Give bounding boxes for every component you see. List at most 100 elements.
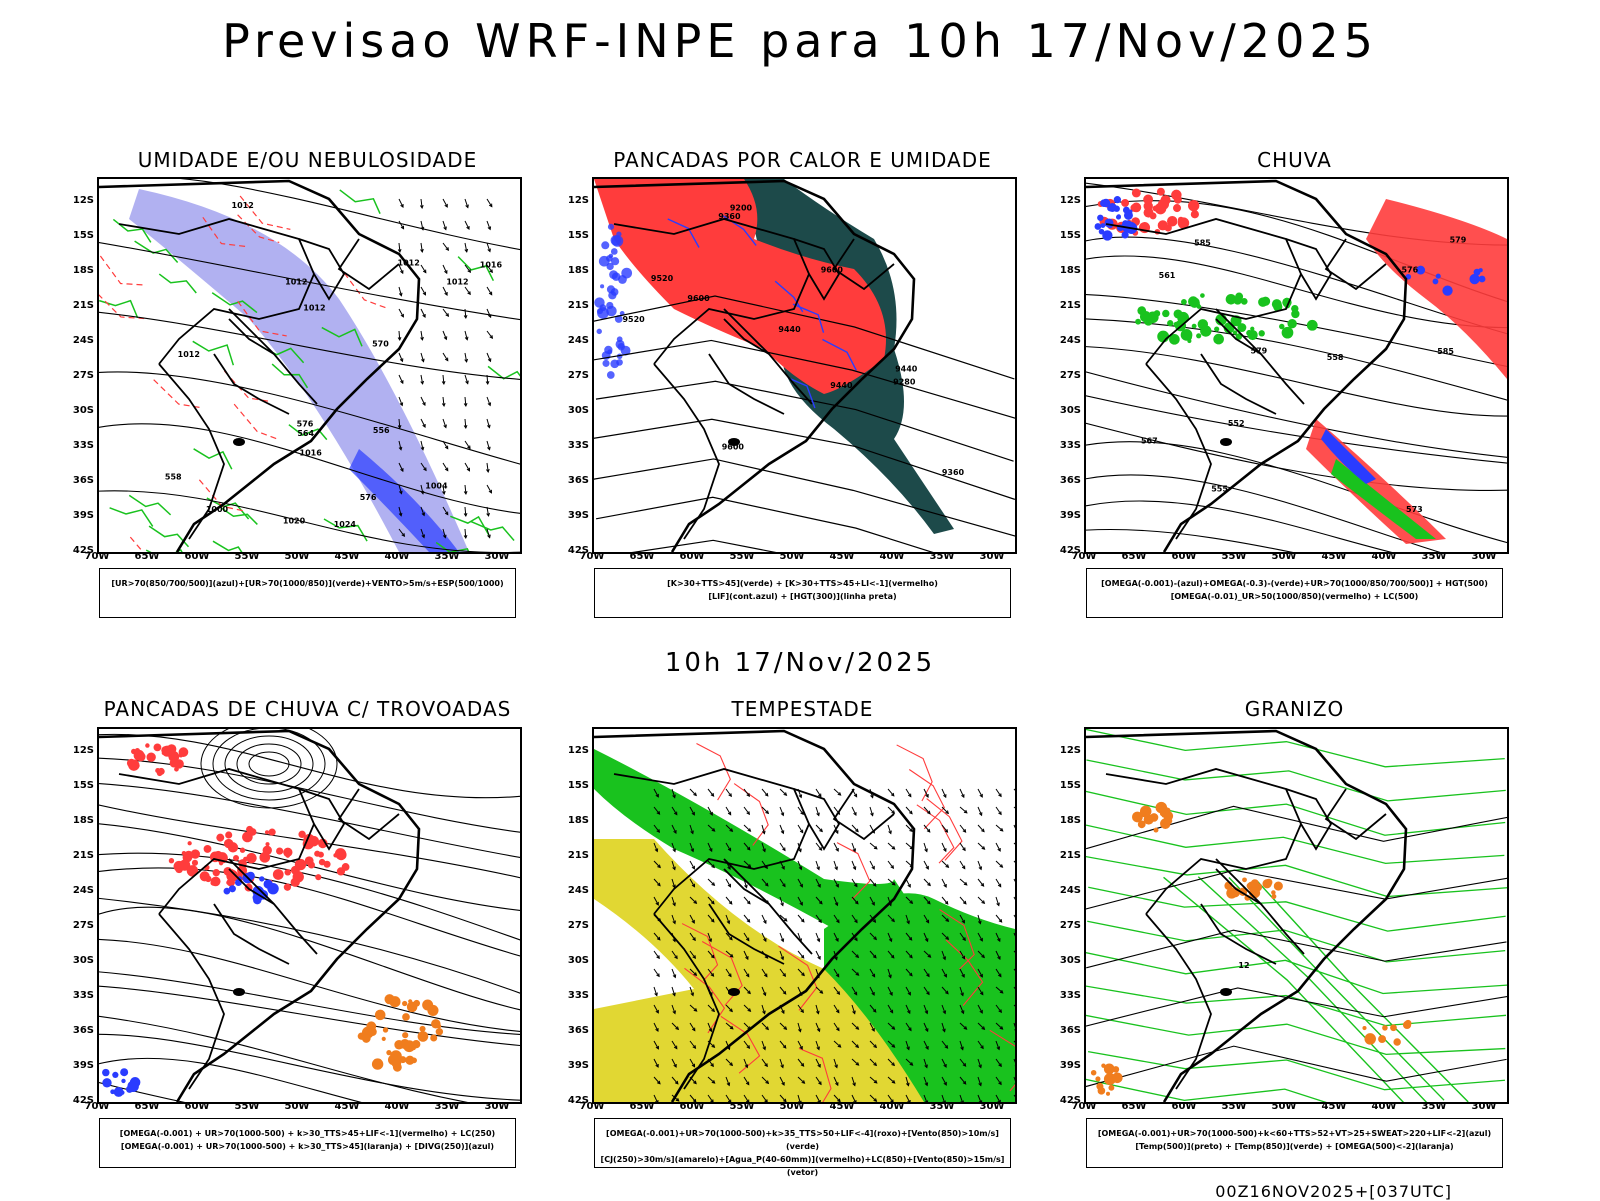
lon-label: 50W (284, 1101, 310, 1112)
lat-label: 18S (72, 265, 94, 276)
lat-label: 12S (72, 745, 94, 756)
legend-line: [OMEGA(-0.01)_UR>50(1000/850)(vermelho) … (1170, 592, 1419, 601)
contour-label: 556 (373, 426, 390, 435)
lat-label: 39S (72, 510, 94, 521)
lon-label: 35W (1421, 1101, 1447, 1112)
lon-label: 60W (1171, 1101, 1197, 1112)
contour-label: 567 (1141, 436, 1158, 445)
lon-label: 40W (1371, 1101, 1397, 1112)
lat-label: 36S (1059, 1025, 1081, 1036)
lat-label: 33S (567, 440, 589, 451)
lon-label: 35W (434, 1101, 460, 1112)
panel-legend: [OMEGA(-0.001)+UR>70(1000-500)+k>35_TTS>… (594, 1118, 1011, 1177)
weather-map: 585 585 579 573 567 561 558 555 552 579 576 (1084, 177, 1509, 554)
lat-label: 30S (567, 405, 589, 416)
lon-label: 60W (184, 1101, 210, 1112)
lon-label: 40W (384, 551, 410, 562)
contour-label: 9360 (718, 212, 741, 221)
lat-label: 30S (1059, 955, 1081, 966)
lon-label: 45W (829, 1101, 855, 1112)
weather-map: 12 (1084, 727, 1509, 1104)
contour-label: 9520 (651, 274, 674, 283)
lon-label: 50W (1271, 1101, 1297, 1112)
lon-label: 55W (729, 1101, 755, 1112)
lon-label: 65W (134, 551, 160, 562)
contour-label: 555 (1211, 485, 1228, 494)
lon-label: 35W (434, 551, 460, 562)
map-plot (99, 729, 520, 1102)
contour-label: 558 (1327, 353, 1344, 362)
lon-label: 40W (384, 1101, 410, 1112)
lat-label: 27S (1059, 370, 1081, 381)
contour-label: 1024 (334, 520, 357, 529)
lat-label: 15S (72, 780, 94, 791)
lat-label: 27S (567, 370, 589, 381)
lon-label: 35W (929, 551, 955, 562)
contour-label: 9360 (942, 468, 965, 477)
lat-label: 27S (72, 370, 94, 381)
lat-label: 21S (72, 850, 94, 861)
map-plot: 1012 1012 1012 1012 1016 1016 1012 1012 1020 1024… (99, 179, 520, 552)
panel-legend: [UR>70(850/700/500)](azul)+[UR>70(1000/8… (99, 568, 516, 618)
panel-title: TEMPESTADE (731, 697, 874, 721)
lat-label: 21S (1059, 850, 1081, 861)
lat-label: 18S (1059, 265, 1081, 276)
lon-label: 40W (1371, 551, 1397, 562)
lat-label: 33S (72, 990, 94, 1001)
contour-label: 1012 (303, 303, 325, 312)
lat-label: 21S (567, 300, 589, 311)
contour-label: 1004 (425, 481, 448, 490)
lat-label: 12S (72, 195, 94, 206)
lon-label: 30W (484, 551, 510, 562)
contour-label: 9600 (687, 294, 710, 303)
weather-map: 9600 9520 9440 9360 9600 9600 9520 9440 9360 9280… (592, 177, 1017, 554)
legend-line: [OMEGA(-0.001)+UR>70(1000-500)+k>35_TTS>… (606, 1129, 999, 1151)
lon-label: 45W (334, 551, 360, 562)
lon-label: 70W (579, 551, 605, 562)
lat-label: 18S (567, 265, 589, 276)
lon-label: 50W (1271, 551, 1297, 562)
contour-label: 1012 (232, 201, 254, 210)
contour-label: 564 (297, 429, 314, 438)
contour-label: 9440 (895, 364, 918, 373)
lon-label: 45W (1321, 551, 1347, 562)
weather-map (592, 727, 1017, 1104)
contour-label: 1000 (206, 505, 229, 514)
contour-label: 579 (1450, 235, 1467, 244)
contour-label: 576 (360, 493, 377, 502)
lon-label: 30W (979, 551, 1005, 562)
lon-label: 45W (829, 551, 855, 562)
lon-label: 55W (234, 1101, 260, 1112)
lon-label: 60W (679, 551, 705, 562)
lat-label: 27S (72, 920, 94, 931)
legend-line: [Temp(500)](preto) + [Temp(850)](verde) … (1135, 1142, 1454, 1151)
contour-label: 9440 (830, 381, 853, 390)
contour-label: 9440 (778, 325, 801, 334)
lat-label: 15S (1059, 230, 1081, 241)
lon-label: 40W (879, 551, 905, 562)
lon-label: 70W (579, 1101, 605, 1112)
map-plot (594, 729, 1015, 1102)
page-title: Previsao WRF-INPE para 10h 17/Nov/2025 (222, 14, 1378, 68)
lat-label: 15S (1059, 780, 1081, 791)
contour-label: 1016 (300, 449, 323, 458)
lon-label: 60W (1171, 551, 1197, 562)
contour-label: 573 (1406, 505, 1423, 514)
panel-title: GRANIZO (1244, 697, 1345, 721)
lat-label: 18S (72, 815, 94, 826)
lat-label: 24S (72, 335, 94, 346)
contour-label: 1012 (178, 350, 200, 359)
lat-label: 15S (72, 230, 94, 241)
legend-line: [OMEGA(-0.001) + UR>70(1000-500) + k>30_… (120, 1142, 495, 1151)
panel-legend: [OMEGA(-0.001)+UR>70(1000-500)+k<60+TTS>… (1086, 1118, 1503, 1168)
legend-line: [OMEGA(-0.001)+UR>70(1000-500)+k<60+TTS>… (1097, 1129, 1492, 1138)
lat-label: 30S (72, 405, 94, 416)
lon-label: 35W (929, 1101, 955, 1112)
contour-label: 585 (1437, 347, 1454, 356)
lat-label: 42S (567, 1095, 589, 1106)
lon-label: 50W (779, 1101, 805, 1112)
contour-label: 570 (372, 339, 389, 348)
lat-label: 42S (72, 545, 94, 556)
lat-label: 27S (1059, 920, 1081, 931)
lon-label: 55W (729, 551, 755, 562)
